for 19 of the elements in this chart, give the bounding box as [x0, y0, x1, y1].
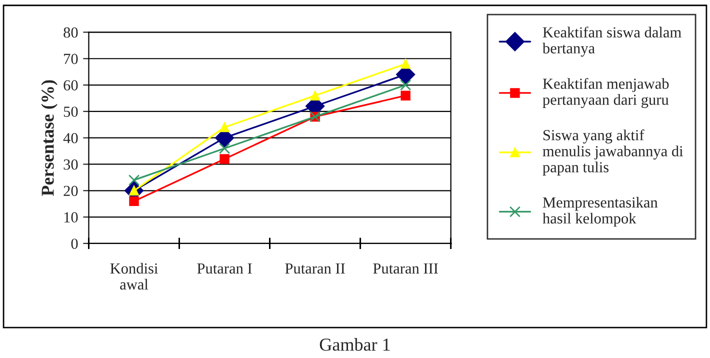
legend-label: Mempresentasikan hasil kelompok — [542, 196, 658, 227]
y-tick-label: 30 — [64, 159, 78, 170]
y-axis-title: Persentase (%) — [41, 80, 58, 196]
y-tick-label: 80 — [64, 27, 78, 38]
y-tick-label: 10 — [64, 212, 78, 222]
y-tick-label: 0 — [71, 238, 78, 249]
x-tick-label: Putaran III — [373, 263, 438, 274]
x-tick-label: Putaran II — [285, 263, 345, 274]
y-tick-label: 70 — [64, 54, 78, 64]
y-tick-label: 50 — [64, 106, 78, 117]
legend-label: Keaktifan menjawab pertanyaan dari guru — [542, 78, 669, 108]
y-tick-label: 60 — [64, 80, 78, 90]
y-tick-label: 40 — [63, 132, 78, 144]
legend-label: Siswa yang aktif menulis jawabannya di papan tulis — [542, 129, 684, 176]
text: Gambar 1 — [320, 338, 390, 351]
x-tick-label: Kondisi awal — [110, 262, 158, 290]
x-tick-label: Putaran I — [197, 263, 252, 274]
legend-label: Keaktifan siswa dalam bertanya — [542, 26, 682, 57]
y-tick-label: 20 — [64, 186, 78, 196]
